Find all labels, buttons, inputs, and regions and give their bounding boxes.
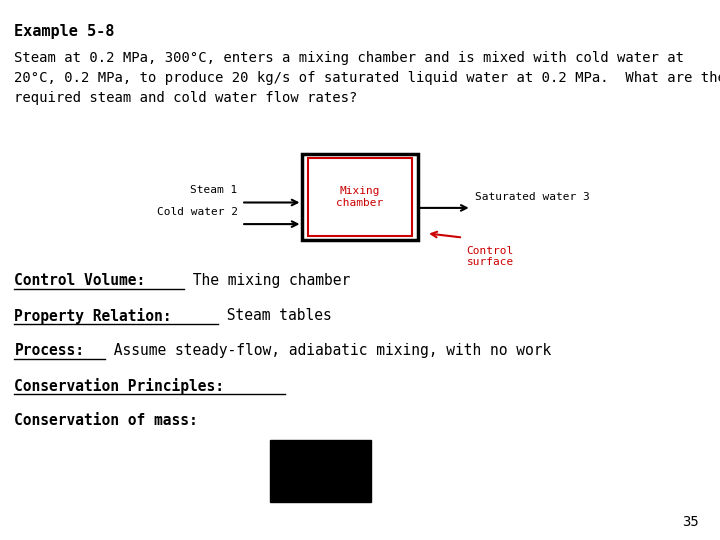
Text: Steam at 0.2 MPa, 300°C, enters a mixing chamber and is mixed with cold water at: Steam at 0.2 MPa, 300°C, enters a mixing…: [14, 51, 720, 105]
Text: Conservation of mass:: Conservation of mass:: [14, 413, 198, 428]
Bar: [270, 440, 371, 502]
Text: Example 5-8: Example 5-8: [14, 24, 114, 39]
Bar: [302, 154, 418, 240]
Bar: [308, 158, 412, 236]
Text: Mixing
chamber: Mixing chamber: [336, 186, 384, 208]
Text: Steam tables: Steam tables: [217, 308, 331, 323]
Text: The mixing chamber: The mixing chamber: [184, 273, 350, 288]
Text: Control
surface: Control surface: [467, 246, 514, 267]
Text: Process:: Process:: [14, 343, 84, 358]
Text: Cold water 2: Cold water 2: [157, 206, 238, 217]
Text: Steam 1: Steam 1: [190, 185, 238, 195]
Text: 35: 35: [682, 515, 698, 529]
Text: Conservation Principles:: Conservation Principles:: [14, 378, 225, 394]
Text: Control Volume:: Control Volume:: [14, 273, 145, 288]
Text: Assume steady-flow, adiabatic mixing, with no work: Assume steady-flow, adiabatic mixing, wi…: [104, 343, 551, 358]
Text: Saturated water 3: Saturated water 3: [475, 192, 590, 202]
Text: Property Relation:: Property Relation:: [14, 308, 172, 324]
